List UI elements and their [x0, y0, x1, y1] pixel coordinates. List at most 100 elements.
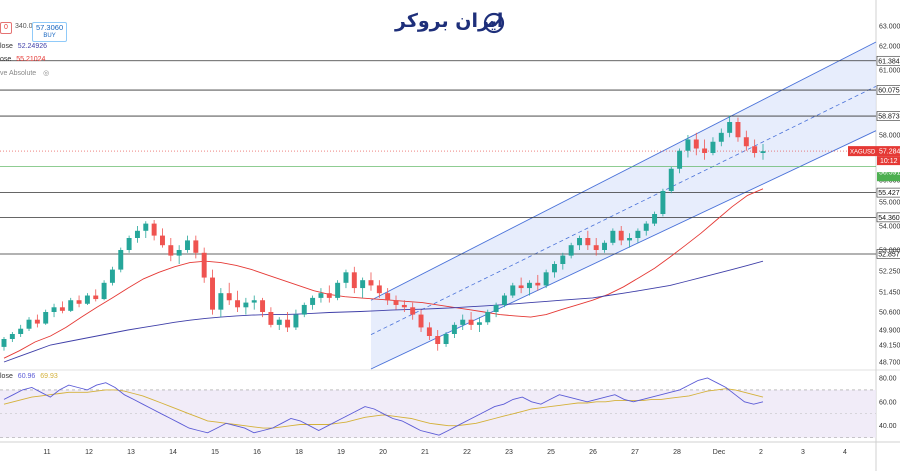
- candle-body: [685, 139, 691, 151]
- candle-body: [560, 255, 566, 264]
- candle-body: [401, 304, 407, 308]
- candle-body: [526, 282, 532, 289]
- eye-icon[interactable]: ◎: [43, 70, 50, 77]
- spread-value: 340.0: [15, 23, 33, 30]
- candle-body: [343, 272, 349, 283]
- candle-body: [159, 235, 165, 246]
- price-tick-label: 55.000: [879, 200, 900, 207]
- time-tick-label: 16: [253, 449, 261, 456]
- time-tick-label: 21: [421, 449, 429, 456]
- time-tick-label: 2: [759, 449, 763, 456]
- spread-label: 340.0: [12, 22, 36, 32]
- candle-body: [93, 295, 99, 300]
- candle-body: [210, 277, 215, 310]
- ma-legend-row-1[interactable]: lose 52.24926: [0, 43, 47, 50]
- level-label: 54.360: [878, 215, 900, 222]
- candle-body: [126, 238, 132, 250]
- candle-body: [326, 293, 332, 298]
- channel-median-line: [370, 85, 877, 335]
- candle-body: [318, 293, 324, 298]
- candle-body: [660, 191, 666, 214]
- candle-body: [176, 250, 182, 256]
- candle-body: [743, 137, 749, 147]
- candle-body: [109, 269, 115, 283]
- channel-upper-line: [370, 41, 877, 301]
- time-tick-label: 20: [379, 449, 387, 456]
- candle-body: [26, 319, 32, 329]
- candle-body: [702, 148, 708, 153]
- time-tick-label: 22: [463, 449, 471, 456]
- candle-body: [643, 223, 649, 231]
- candle-body: [593, 245, 599, 250]
- candle-body: [435, 336, 441, 344]
- candle-body: [1, 339, 7, 347]
- buy-box[interactable]: 57.3060 BUY: [32, 22, 68, 42]
- candle-body: [518, 285, 524, 289]
- price-tick-label: 49.900: [879, 328, 900, 335]
- candle-body: [677, 150, 683, 169]
- candle-body: [451, 324, 457, 334]
- time-tick-label: 15: [211, 449, 219, 456]
- last-price-label: 57.284: [879, 149, 900, 156]
- bid-label: 56.591: [879, 170, 900, 177]
- candle-body: [735, 122, 741, 138]
- rsi-label: lose: [0, 373, 13, 380]
- candle-body: [101, 282, 107, 300]
- candle-body: [143, 223, 149, 231]
- time-tick-label: 25: [547, 449, 555, 456]
- price-tick-label: 51.450: [879, 290, 900, 297]
- candle-body: [485, 312, 491, 323]
- candle-body: [285, 319, 291, 328]
- time-tick-label: 3: [801, 449, 805, 456]
- time-tick-label: 28: [673, 449, 681, 456]
- time-tick-label: 13: [127, 449, 135, 456]
- candle-body: [718, 132, 724, 142]
- candle-body: [393, 300, 399, 305]
- price-tick-label: 50.600: [879, 310, 900, 317]
- candle-body: [652, 214, 658, 224]
- candle-body: [376, 285, 382, 294]
- candle-body: [385, 293, 391, 301]
- candle-body: [34, 319, 40, 324]
- time-tick-label: 12: [85, 449, 93, 456]
- candle-body: [310, 297, 316, 305]
- candle-body: [193, 240, 199, 253]
- candle-body: [134, 230, 140, 238]
- time-tick-label: Dec: [713, 449, 726, 456]
- moving-average-slow-line: [3, 260, 764, 363]
- candle-body: [351, 272, 357, 289]
- candle-body: [59, 307, 65, 311]
- price-tick-label: 53.000: [879, 248, 900, 255]
- candle-body: [618, 230, 624, 241]
- candle-body: [9, 334, 15, 339]
- ma1-label: lose: [0, 43, 13, 50]
- candle-body: [335, 282, 341, 298]
- price-tick-label: 63.000: [879, 24, 900, 31]
- ma2-label: ose: [0, 56, 12, 63]
- level-label-box: [876, 249, 900, 259]
- candle-body: [118, 250, 124, 270]
- ma-legend-row-2[interactable]: ose 55.21024: [0, 56, 45, 63]
- candle-body: [151, 223, 157, 236]
- time-tick-label: 11: [43, 449, 50, 456]
- candle-body: [752, 146, 758, 153]
- bid-badge: [877, 172, 900, 182]
- candle-body: [501, 295, 507, 305]
- sell-box[interactable]: 0: [0, 22, 12, 34]
- last-price-badge: [848, 146, 900, 157]
- candle-body: [201, 252, 207, 278]
- candle-body: [235, 300, 241, 308]
- candle-body: [602, 242, 608, 250]
- candle-body: [51, 307, 57, 312]
- rsi-legend[interactable]: lose 60.96 69.93: [0, 373, 58, 380]
- level-label: 61.384: [878, 58, 900, 65]
- candle-body: [577, 238, 582, 246]
- time-tick-label: 26: [589, 449, 597, 456]
- indicator-legend-row-3[interactable]: ve Absolute ◎: [0, 69, 49, 77]
- price-tick-label: 48.700: [879, 360, 900, 367]
- price-tick-label: 52.250: [879, 269, 900, 276]
- rsi-tick-label: 80.00: [879, 375, 897, 382]
- candle-body: [568, 245, 574, 256]
- symbol-label: XAGUSD: [850, 150, 876, 156]
